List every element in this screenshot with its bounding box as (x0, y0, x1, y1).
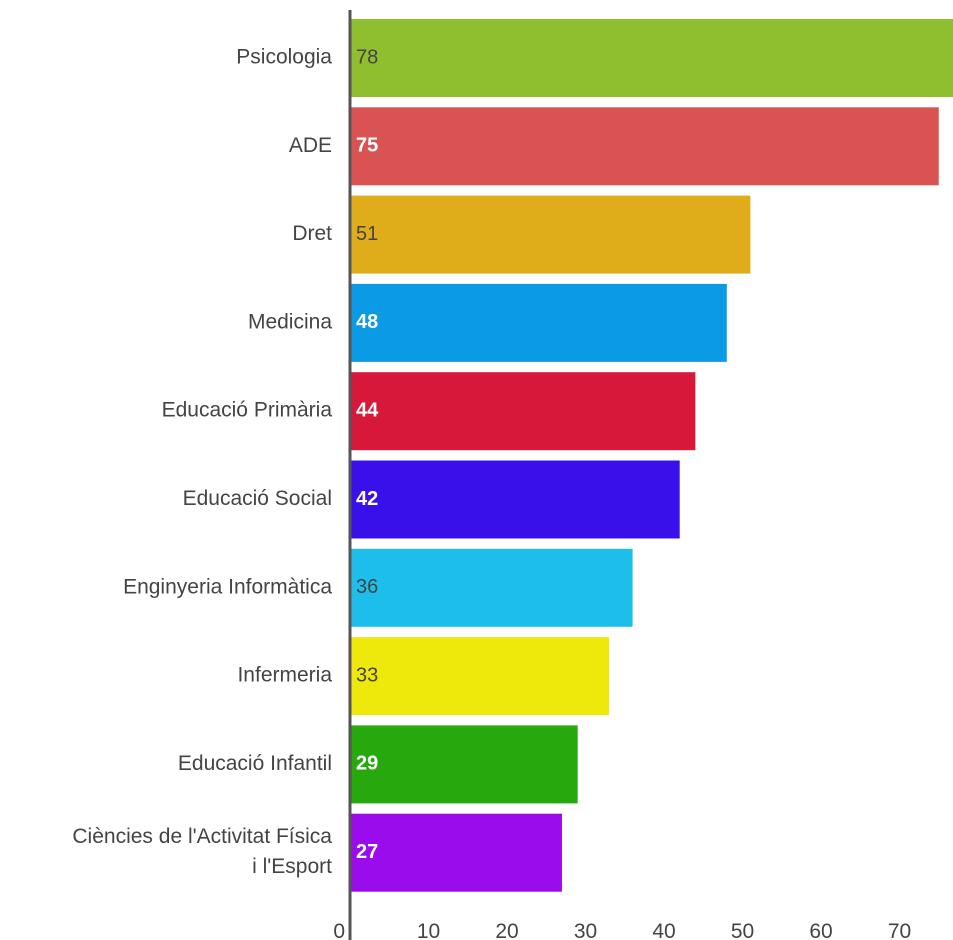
category-label-ade: ADE (289, 134, 332, 157)
category-label-line: Educació Social (183, 487, 332, 510)
bar-medicina (350, 283, 727, 362)
bar-educacio-infantil (350, 725, 578, 804)
category-label-ciencies-de-l-activitat-fisica-i-l-esport: Ciències de l'Activitat Física i l'Esport (72, 825, 332, 878)
value-label-medicina: 48 (356, 311, 378, 333)
value-label-educacio-social: 42 (356, 488, 378, 510)
category-label-infermeria: Infermeria (237, 664, 332, 687)
category-label-educacio-social: Educació Social (183, 487, 332, 510)
bar-infermeria (350, 637, 610, 716)
value-labels: 78 75 51 48 44 42 36 33 29 27 (356, 46, 379, 863)
bar-ciencies-de-l-activitat-fisica-i-l-esport (350, 813, 562, 892)
category-label-psicologia: Psicologia (236, 46, 332, 69)
bar-enginyeria-informatica (350, 548, 633, 627)
x-tick-label: 70 (888, 920, 911, 940)
x-tick-label: 60 (809, 920, 832, 940)
category-labels: Psicologia ADE Dret Medicina Educació Primàr… (72, 46, 332, 879)
category-label-medicina: Medicina (248, 310, 332, 333)
value-label-psicologia: 78 (356, 46, 378, 68)
category-label-line: Psicologia (236, 46, 332, 69)
category-label-line: Educació Primària (162, 399, 333, 422)
bar-educacio-primaria (350, 372, 696, 451)
category-label-enginyeria-informatica: Enginyeria Informàtica (123, 575, 332, 598)
category-label-educacio-infantil: Educació Infantil (178, 752, 332, 775)
category-label-line: Educació Infantil (178, 752, 332, 775)
value-label-ciencies-de-l-activitat-fisica-i-l-esport: 27 (356, 841, 378, 863)
value-label-enginyeria-informatica: 36 (356, 576, 378, 598)
bar-educacio-social (350, 460, 680, 539)
x-axis-ticks: 0 10 20 30 40 50 60 70 (333, 920, 911, 940)
x-tick-label: 50 (731, 920, 754, 940)
bar-psicologia (350, 19, 953, 97)
value-label-educacio-infantil: 29 (356, 753, 378, 775)
category-label-line: Dret (292, 222, 332, 245)
category-label-dret: Dret (292, 222, 332, 245)
category-label-line: ADE (289, 134, 332, 157)
category-label-line: i l'Esport (252, 855, 332, 878)
bars (350, 19, 953, 892)
category-label-line: Enginyeria Informàtica (123, 575, 332, 598)
x-tick-label: 20 (495, 920, 518, 940)
x-tick-label: 30 (574, 920, 597, 940)
value-label-infermeria: 33 (356, 664, 378, 686)
category-label-line: Ciències de l'Activitat Física (72, 825, 332, 848)
category-label-line: Infermeria (237, 664, 332, 687)
x-tick-label: 40 (652, 920, 675, 940)
value-label-educacio-primaria: 44 (356, 399, 379, 421)
value-label-ade: 75 (356, 135, 378, 157)
bar-ade (350, 107, 939, 186)
category-label-educacio-primaria: Educació Primària (162, 399, 333, 422)
x-tick-label: 10 (417, 920, 440, 940)
value-label-dret: 51 (356, 223, 378, 245)
category-label-line: Medicina (248, 310, 332, 333)
x-tick-label: 0 (333, 920, 345, 940)
bar-dret (350, 195, 751, 274)
